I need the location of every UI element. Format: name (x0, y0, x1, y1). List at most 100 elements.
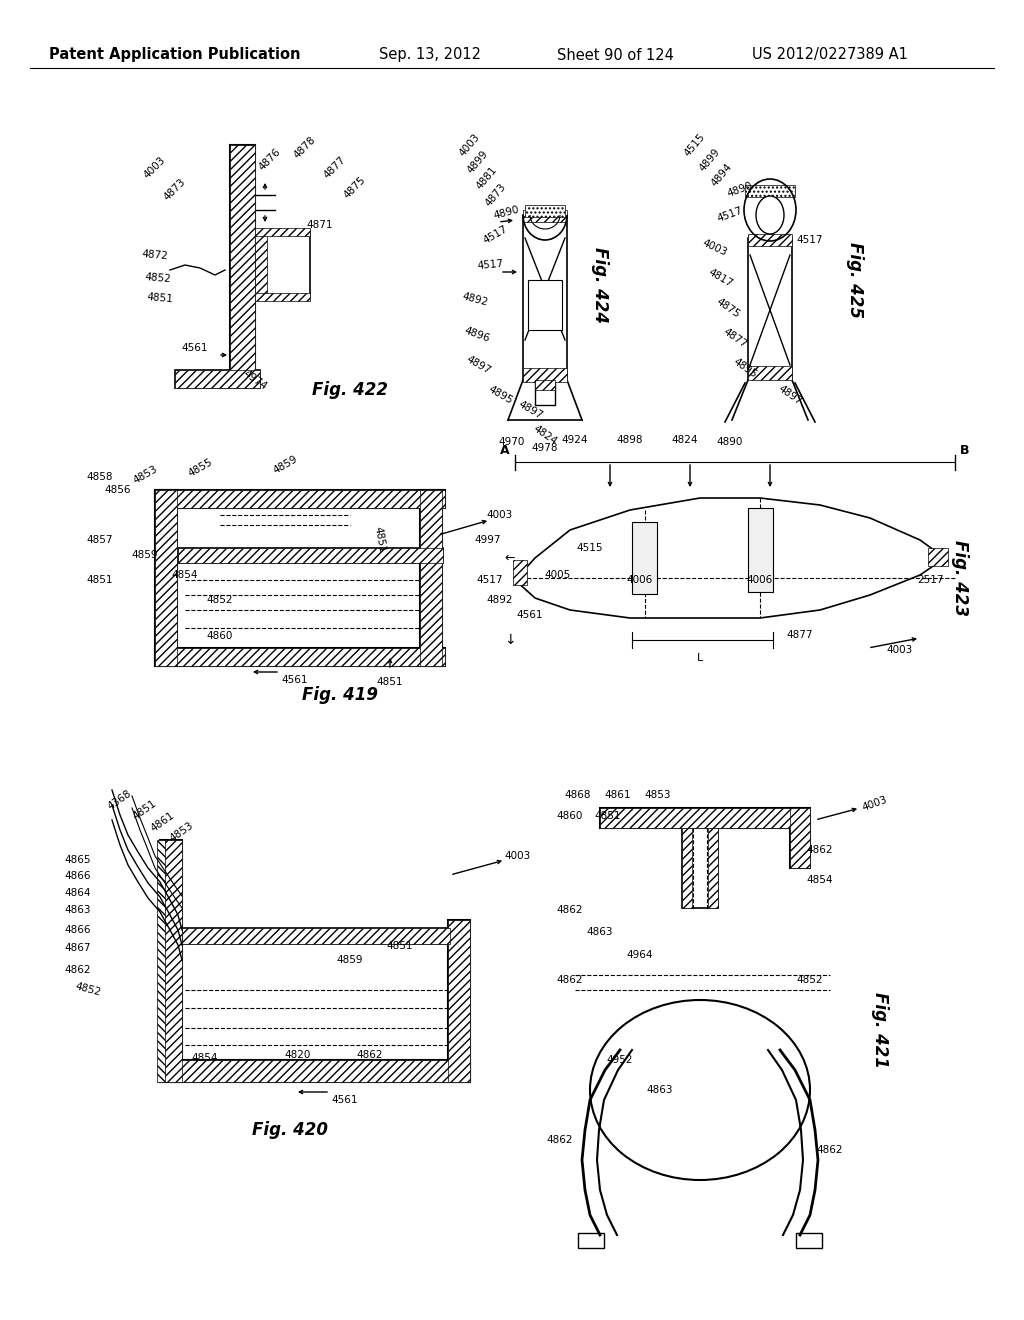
Text: Fig. 422: Fig. 422 (312, 381, 388, 399)
Text: 4517: 4517 (481, 224, 509, 246)
Text: Fig. 421: Fig. 421 (871, 993, 889, 1068)
Text: 4854: 4854 (191, 1053, 218, 1063)
Bar (178, 548, 443, 564)
Bar (155, 490, 177, 667)
Text: 4854: 4854 (172, 570, 199, 579)
Text: 4964: 4964 (627, 950, 653, 960)
Text: 4862: 4862 (547, 1135, 573, 1144)
Bar (160, 840, 182, 1082)
Text: 4862: 4862 (807, 845, 834, 855)
Text: 4561: 4561 (517, 610, 544, 620)
Text: 4851: 4851 (87, 576, 114, 585)
Bar (513, 560, 527, 585)
Text: 4851: 4851 (131, 799, 159, 821)
Text: 4897: 4897 (464, 354, 492, 376)
Text: 4872: 4872 (141, 249, 169, 261)
Text: 4873: 4873 (162, 177, 188, 203)
Text: A: A (501, 444, 510, 457)
Text: 4896: 4896 (463, 326, 492, 345)
Bar (267, 232, 310, 297)
Bar (525, 205, 565, 216)
Bar (420, 490, 442, 667)
Bar (255, 232, 267, 297)
Ellipse shape (756, 195, 784, 234)
Text: 4864: 4864 (65, 888, 91, 898)
Bar (155, 648, 445, 667)
Text: 2517: 2517 (916, 576, 943, 585)
Text: 4851: 4851 (387, 941, 414, 950)
Text: 4877: 4877 (323, 154, 348, 181)
Bar (230, 145, 255, 385)
Text: 4856: 4856 (104, 484, 131, 495)
Text: 4892: 4892 (486, 595, 513, 605)
Text: 4368: 4368 (106, 788, 134, 812)
Text: 4005: 4005 (545, 570, 571, 579)
Text: 4824: 4824 (531, 424, 559, 446)
Text: 4952: 4952 (607, 1055, 633, 1065)
Bar (748, 366, 792, 380)
Text: Sheet 90 of 124: Sheet 90 of 124 (557, 48, 674, 62)
Bar (157, 840, 165, 1082)
Bar (255, 228, 310, 236)
Text: 4852: 4852 (144, 272, 172, 284)
Text: 4852: 4852 (797, 975, 823, 985)
Bar (255, 293, 310, 301)
Bar (600, 808, 800, 828)
Bar (528, 280, 562, 330)
Text: 4517: 4517 (476, 259, 504, 271)
Text: 4517: 4517 (477, 576, 503, 585)
Text: 4853: 4853 (131, 465, 159, 486)
Bar (160, 1060, 470, 1082)
Bar (160, 840, 182, 1082)
Text: 4861: 4861 (605, 789, 631, 800)
Text: 4824: 4824 (672, 436, 698, 445)
Text: Patent Application Publication: Patent Application Publication (49, 48, 301, 62)
Text: 4862: 4862 (557, 906, 584, 915)
Bar (178, 548, 443, 564)
Text: US 2012/0227389 A1: US 2012/0227389 A1 (752, 48, 908, 62)
Text: 4003: 4003 (701, 238, 729, 259)
Text: 4997: 4997 (475, 535, 502, 545)
Text: 4881: 4881 (475, 165, 500, 191)
Bar (682, 828, 692, 908)
Text: 4853: 4853 (168, 820, 196, 843)
Bar (790, 808, 810, 869)
Text: 4517: 4517 (716, 206, 744, 224)
Text: 4897: 4897 (776, 383, 804, 407)
Text: 4873: 4873 (483, 182, 508, 209)
Text: 4890: 4890 (492, 205, 520, 222)
Bar (255, 232, 310, 297)
Text: 4006: 4006 (746, 576, 773, 585)
Text: 4898: 4898 (616, 436, 643, 445)
Text: 4561: 4561 (181, 343, 208, 352)
Text: 4974: 4974 (242, 368, 268, 392)
Text: 4852: 4852 (74, 982, 102, 998)
Text: 4897: 4897 (516, 399, 544, 421)
Bar (155, 490, 445, 508)
Bar (155, 648, 445, 667)
Text: 4978: 4978 (531, 444, 558, 453)
Text: 4924: 4924 (562, 436, 588, 445)
Bar (230, 145, 255, 385)
Text: 4871: 4871 (307, 220, 333, 230)
Bar (796, 1233, 822, 1247)
Text: Fig. 419: Fig. 419 (302, 686, 378, 704)
Text: 4851: 4851 (595, 810, 622, 821)
Text: 4003: 4003 (142, 156, 168, 181)
Bar (535, 380, 555, 405)
Text: 4860: 4860 (207, 631, 233, 642)
Text: 4517: 4517 (797, 235, 823, 246)
Text: Sep. 13, 2012: Sep. 13, 2012 (379, 48, 481, 62)
Bar (155, 490, 445, 508)
Text: 4859: 4859 (271, 454, 299, 477)
Bar (578, 1233, 604, 1247)
Bar (420, 490, 442, 667)
Text: 4851: 4851 (146, 292, 174, 304)
Text: ←: ← (505, 552, 515, 565)
Text: 4877: 4877 (786, 630, 813, 640)
Text: 4866: 4866 (65, 925, 91, 935)
Text: 4970: 4970 (499, 437, 525, 447)
Text: 4854: 4854 (807, 875, 834, 884)
Text: 4876: 4876 (257, 147, 283, 173)
Polygon shape (515, 498, 945, 618)
